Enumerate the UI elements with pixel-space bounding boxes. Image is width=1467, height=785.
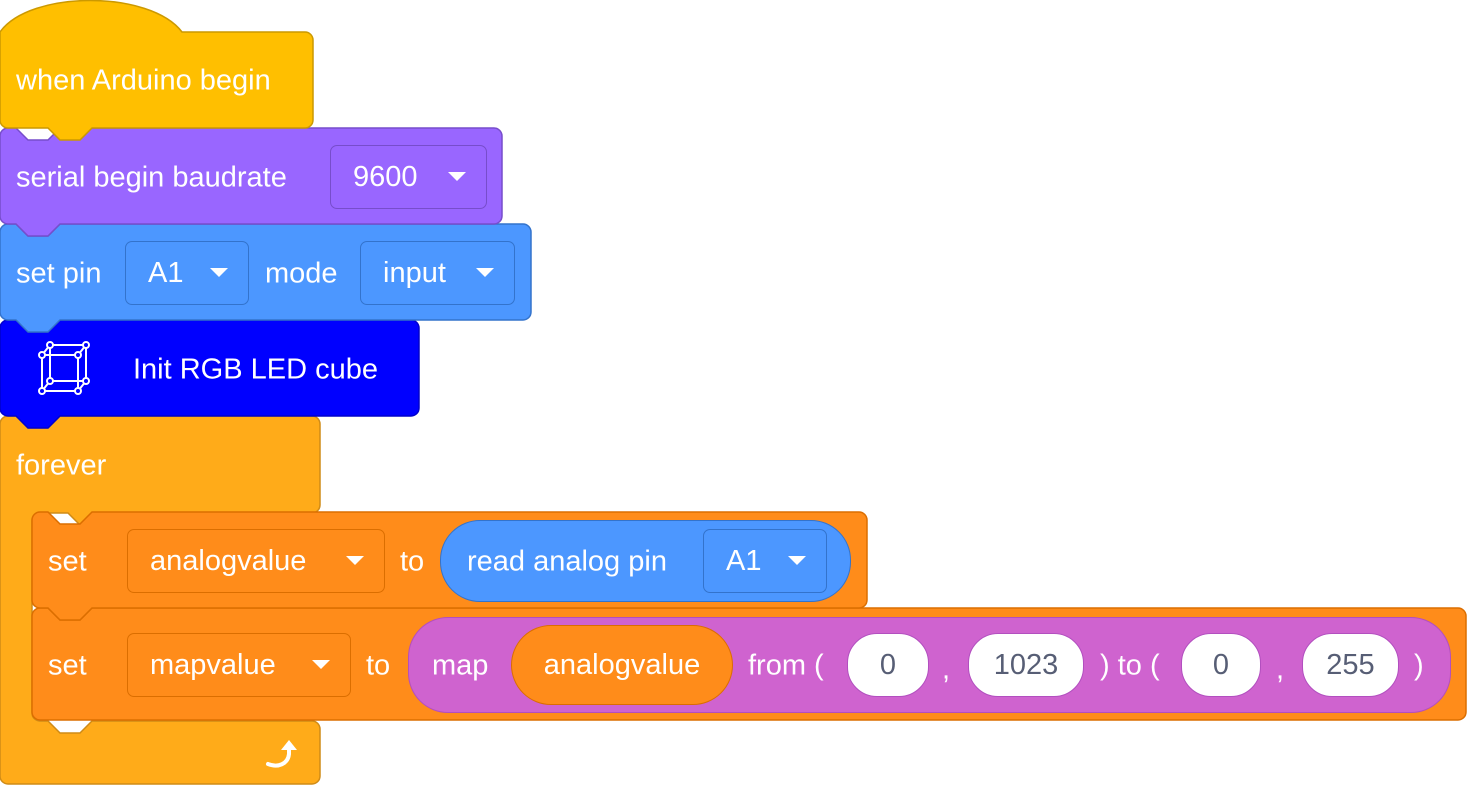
loop-arrow-icon: [266, 740, 297, 768]
to-range-label: ) to (: [1100, 649, 1160, 682]
to-low-input[interactable]: 0: [1181, 633, 1261, 697]
set-analog-to-label: to: [400, 545, 425, 578]
mode-value: input: [383, 256, 446, 289]
chevron-down-icon: [476, 268, 494, 277]
baudrate-dropdown[interactable]: 9600: [330, 145, 487, 209]
analog-pin-value: A1: [726, 544, 762, 577]
close-paren: ): [1414, 649, 1424, 682]
hat-label: when Arduino begin: [16, 64, 271, 97]
pin-dropdown[interactable]: A1: [125, 241, 249, 305]
comma-2: ,: [1276, 653, 1285, 686]
analog-pin-dropdown[interactable]: A1: [703, 529, 827, 593]
to-high-input[interactable]: 255: [1302, 633, 1399, 697]
map-variable-value: mapvalue: [150, 648, 276, 681]
from-high-input[interactable]: 1023: [968, 633, 1084, 697]
chevron-down-icon: [210, 268, 228, 277]
baudrate-value: 9600: [353, 160, 418, 193]
chevron-down-icon: [788, 556, 806, 565]
read-analog-label: read analog pin: [467, 545, 667, 578]
from-label: from (: [748, 649, 824, 682]
from-low-input[interactable]: 0: [847, 633, 929, 697]
pin-value: A1: [148, 256, 184, 289]
set-pin-label: set pin: [16, 257, 102, 290]
serial-begin-label: serial begin baudrate: [16, 161, 287, 194]
hat-block-shape[interactable]: [0, 0, 314, 141]
forever-label: forever: [16, 449, 107, 482]
set-analog-set-label: set: [48, 545, 87, 578]
map-label: map: [432, 649, 489, 682]
map-variable-reporter[interactable]: analogvalue: [511, 625, 733, 705]
mode-label: mode: [265, 257, 338, 290]
mode-dropdown[interactable]: input: [360, 241, 515, 305]
set-map-set-label: set: [48, 649, 87, 682]
map-variable-dropdown[interactable]: mapvalue: [127, 633, 351, 697]
chevron-down-icon: [346, 556, 364, 565]
analog-variable-value: analogvalue: [150, 544, 307, 577]
chevron-down-icon: [312, 660, 330, 669]
led-cube-icon: [38, 341, 90, 395]
comma-1: ,: [942, 653, 951, 686]
init-led-label: Init RGB LED cube: [133, 353, 378, 386]
analog-variable-dropdown[interactable]: analogvalue: [127, 529, 385, 593]
set-map-to-label: to: [366, 649, 391, 682]
chevron-down-icon: [448, 172, 466, 181]
